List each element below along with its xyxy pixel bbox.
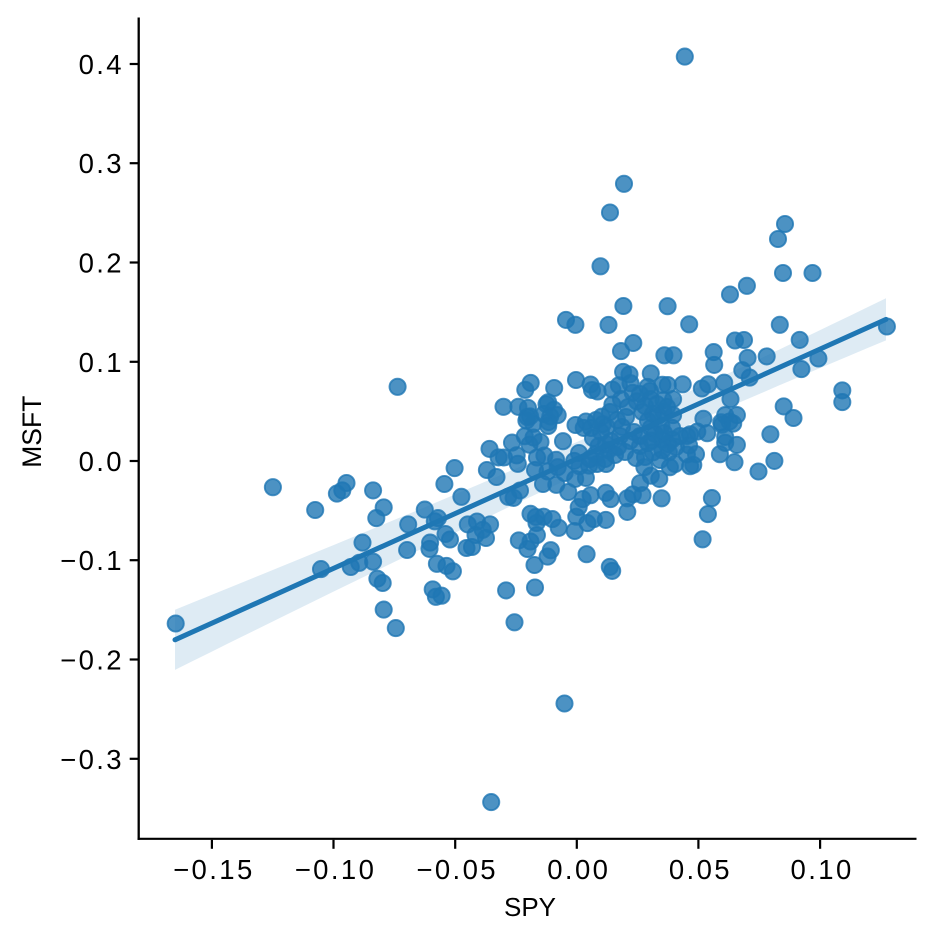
svg-text:0.10: 0.10	[791, 854, 854, 885]
svg-text:−0.3: −0.3	[60, 744, 124, 775]
svg-text:0.3: 0.3	[79, 148, 124, 179]
svg-text:−0.05: −0.05	[416, 854, 498, 885]
svg-text:0.2: 0.2	[79, 248, 124, 279]
svg-text:−0.1: −0.1	[60, 545, 124, 576]
svg-text:0.4: 0.4	[79, 49, 124, 80]
svg-text:−0.2: −0.2	[60, 645, 124, 676]
svg-text:−0.10: −0.10	[295, 854, 377, 885]
svg-text:0.0: 0.0	[79, 446, 124, 477]
svg-text:−0.15: −0.15	[173, 854, 255, 885]
svg-text:0.00: 0.00	[547, 854, 610, 885]
svg-text:0.1: 0.1	[79, 347, 124, 378]
svg-text:SPY: SPY	[504, 892, 556, 922]
svg-text:0.05: 0.05	[669, 854, 732, 885]
svg-text:MSFT: MSFT	[17, 396, 47, 468]
